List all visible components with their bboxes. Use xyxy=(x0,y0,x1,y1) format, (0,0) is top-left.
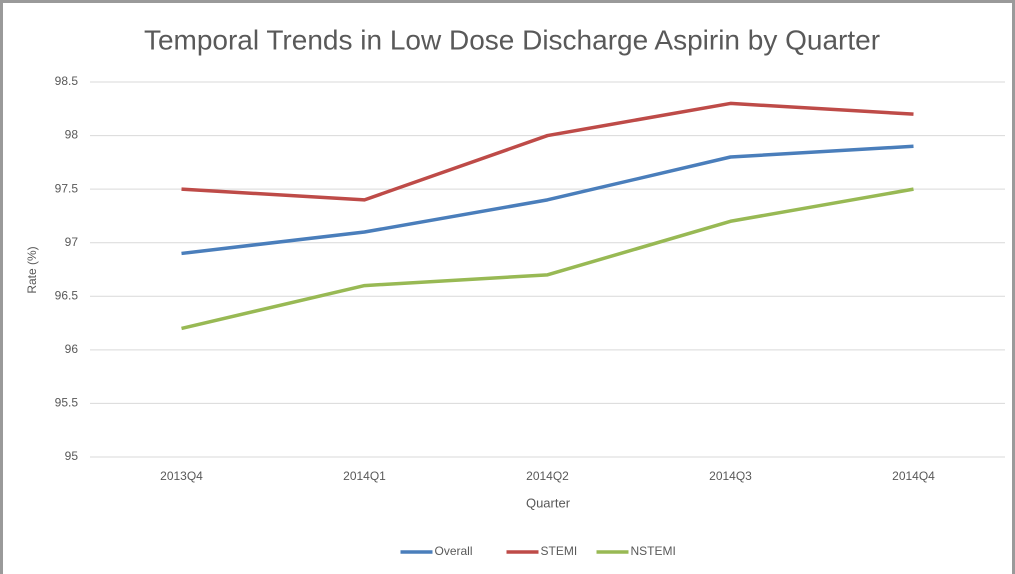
y-tick-label: 98 xyxy=(65,128,79,142)
legend-label: Overall xyxy=(435,544,473,558)
y-tick-label: 96.5 xyxy=(55,288,79,302)
y-tick-label: 97.5 xyxy=(55,181,79,195)
legend-label: STEMI xyxy=(541,544,578,558)
x-tick-label: 2014Q3 xyxy=(709,469,752,483)
series-line xyxy=(181,187,914,331)
x-tick-label: 2014Q1 xyxy=(343,469,386,483)
y-tick-label: 95.5 xyxy=(55,396,79,410)
x-tick-label: 2013Q4 xyxy=(160,469,203,483)
y-tick-label: 98.5 xyxy=(55,74,79,88)
series-line xyxy=(181,101,914,202)
x-axis-label: Quarter xyxy=(526,495,571,510)
x-tick-label: 2014Q2 xyxy=(526,469,569,483)
y-tick-label: 96 xyxy=(65,342,79,356)
y-axis-label: Rate (%) xyxy=(25,246,39,293)
x-tick-label: 2014Q4 xyxy=(892,469,935,483)
y-tick-label: 95 xyxy=(65,449,79,463)
chart-title: Temporal Trends in Low Dose Discharge As… xyxy=(144,24,880,55)
series-line xyxy=(181,144,914,256)
y-tick-label: 97 xyxy=(65,235,79,249)
legend-label: NSTEMI xyxy=(631,544,676,558)
